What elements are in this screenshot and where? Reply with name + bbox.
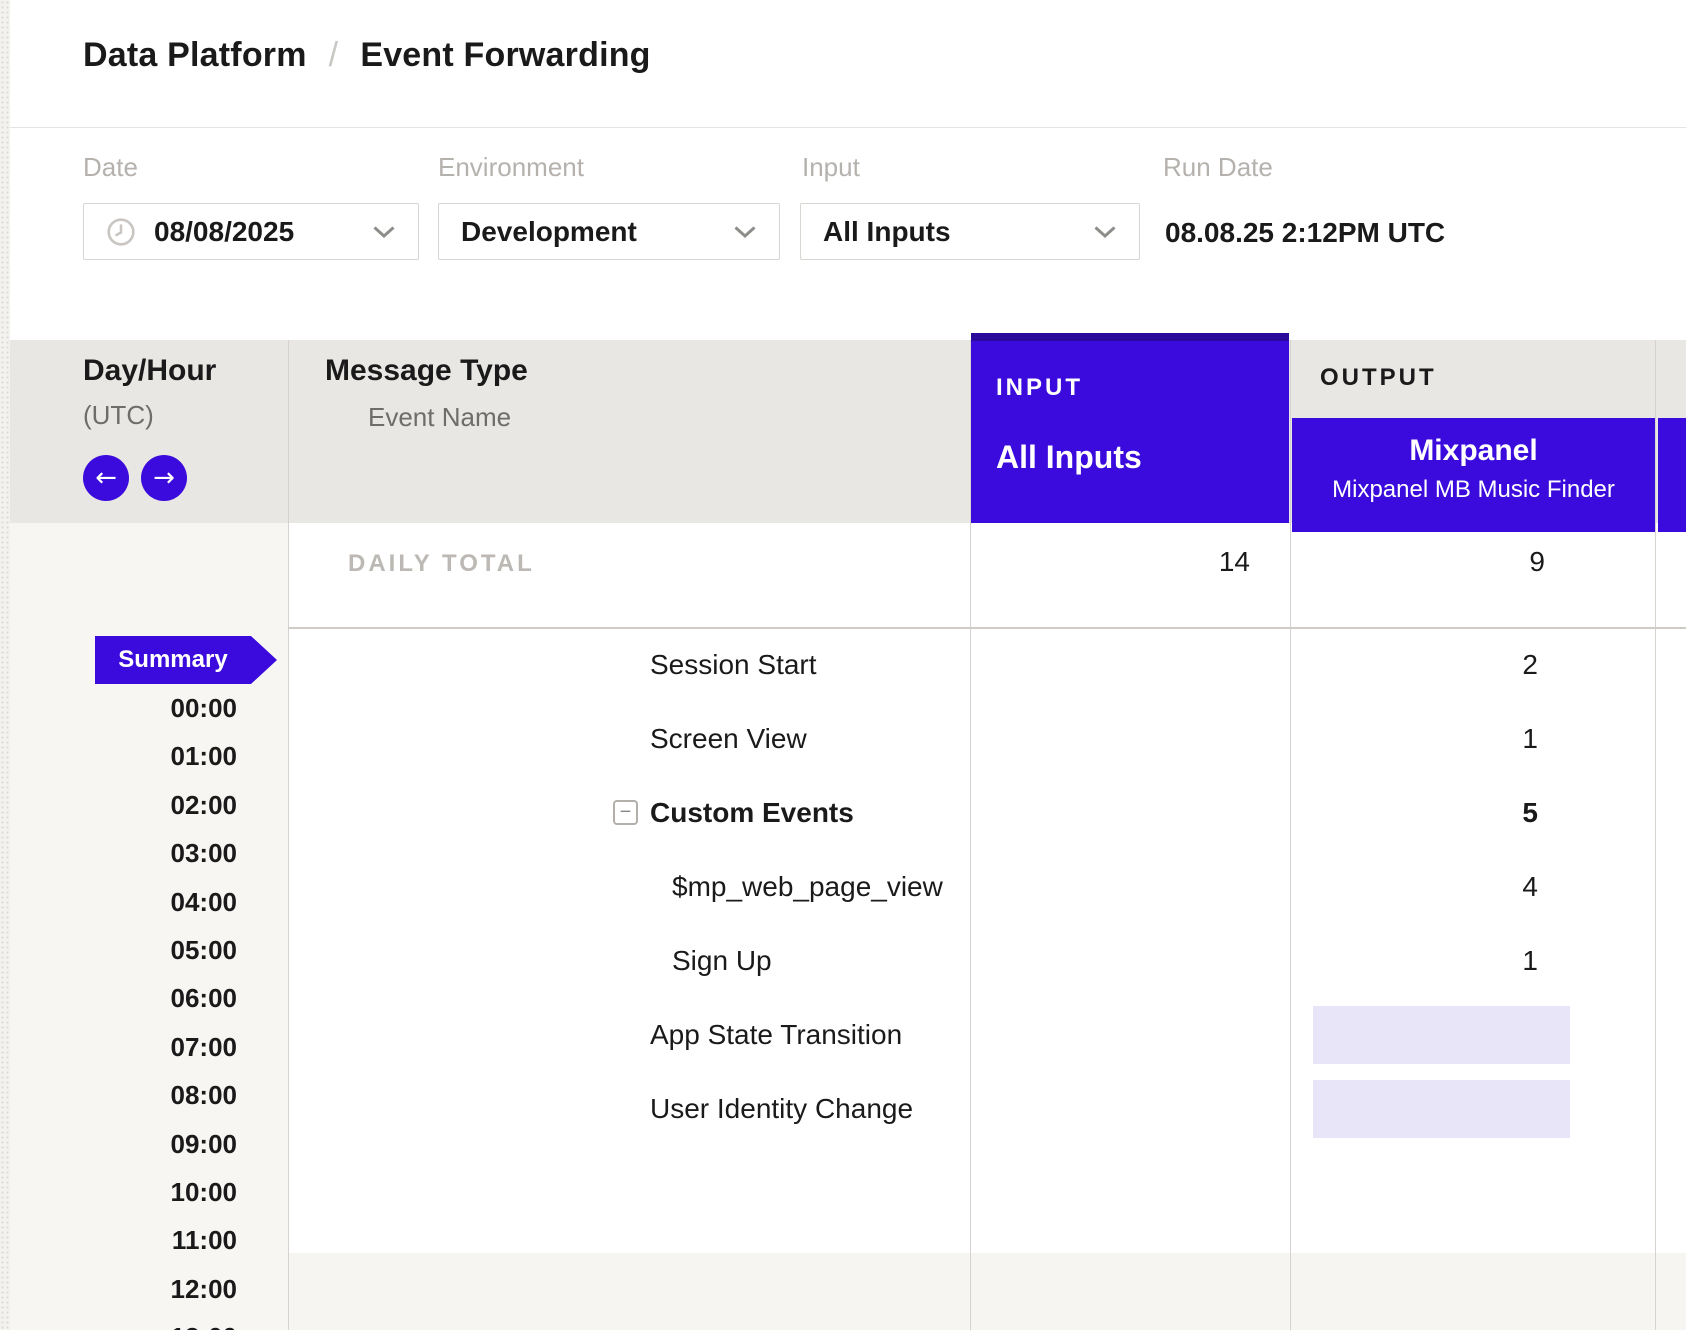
top-bar: Data Platform / Event Forwarding bbox=[10, 0, 1686, 128]
event-name: App State Transition bbox=[650, 1019, 903, 1050]
left-edge-pattern bbox=[0, 0, 10, 1330]
hour-row-02[interactable]: 02:00 bbox=[170, 789, 238, 820]
table-row: App State Transition 4 1 bbox=[288, 998, 1686, 1072]
hour-row-01[interactable]: 01:00 bbox=[170, 741, 238, 772]
hour-list: 00:00 01:00 02:00 03:00 04:00 05:00 06:0… bbox=[10, 684, 238, 1330]
table-row: Screen View 1 1 bbox=[288, 702, 1686, 776]
daily-total-output-value: 9 bbox=[1529, 546, 1545, 577]
input-count: 1 bbox=[1522, 945, 1538, 976]
next-output-column-sliver bbox=[1658, 418, 1686, 532]
breadcrumb: Data Platform / Event Forwarding bbox=[83, 36, 651, 75]
hour-row-04[interactable]: 04:00 bbox=[170, 886, 238, 917]
date-dropdown[interactable]: 08/08/2025 bbox=[83, 203, 419, 260]
event-name: User Identity Change bbox=[650, 1093, 914, 1124]
event-name-subtitle: Event Name bbox=[368, 402, 512, 432]
collapse-toggle-icon[interactable]: − bbox=[613, 800, 638, 825]
input-dropdown-value: All Inputs bbox=[823, 215, 951, 247]
hour-row-13[interactable]: 13:00 bbox=[10, 1313, 238, 1330]
output-discrepancy-highlight bbox=[1313, 1006, 1570, 1064]
input-column-name: All Inputs bbox=[996, 439, 1142, 475]
output-group-label: OUTPUT bbox=[1320, 364, 1437, 391]
input-count: 4 bbox=[1522, 871, 1538, 902]
output-count: 1 bbox=[1580, 702, 1686, 776]
previous-day-button[interactable]: ← bbox=[83, 455, 129, 501]
environment-dropdown-value: Development bbox=[461, 215, 637, 247]
run-date-value: 08.08.25 2:12PM UTC bbox=[1165, 217, 1446, 248]
breadcrumb-data-platform[interactable]: Data Platform bbox=[83, 36, 307, 74]
table-row: User Identity Change 2 0 bbox=[288, 1072, 1686, 1146]
environment-filter-label: Environment bbox=[438, 152, 584, 182]
chevron-down-icon bbox=[733, 225, 757, 239]
output-count: 2 bbox=[1580, 628, 1686, 702]
hour-row-08[interactable]: 08:00 bbox=[170, 1080, 238, 1111]
hour-row-03[interactable]: 03:00 bbox=[170, 838, 238, 869]
table-row: Sign Up 1 1 bbox=[288, 924, 1686, 998]
input-filter-label: Input bbox=[802, 152, 860, 182]
summary-label: Summary bbox=[95, 636, 251, 684]
event-name: Sign Up bbox=[672, 945, 772, 976]
hour-row-07[interactable]: 07:00 bbox=[170, 1031, 238, 1062]
hour-row-00[interactable]: 00:00 bbox=[170, 693, 238, 723]
event-name: Custom Events bbox=[650, 797, 854, 828]
grid-line-output-next bbox=[1655, 340, 1656, 1330]
input-column-header: INPUT All Inputs bbox=[971, 333, 1289, 523]
chevron-down-icon bbox=[1093, 225, 1117, 239]
run-date-label: Run Date bbox=[1163, 152, 1273, 182]
output-column-subtitle: Mixpanel MB Music Finder bbox=[1332, 476, 1615, 503]
next-day-button[interactable]: → bbox=[141, 455, 187, 501]
table-row: $mp_web_page_view 4 4 bbox=[288, 850, 1686, 924]
event-name: Session Start bbox=[650, 649, 817, 680]
grid-line-message-input bbox=[970, 340, 971, 1330]
output-count: 1 bbox=[1580, 924, 1686, 998]
daily-total-input-value: 14 bbox=[1218, 546, 1250, 577]
output-discrepancy-highlight bbox=[1313, 1080, 1570, 1138]
output-count: 0 bbox=[1580, 1072, 1686, 1146]
output-count: 4 bbox=[1580, 850, 1686, 924]
breadcrumb-separator: / bbox=[328, 36, 339, 74]
table-row-custom-events: − Custom Events 5 5 bbox=[288, 776, 1686, 850]
output-count: 5 bbox=[1580, 776, 1686, 850]
input-count: 5 bbox=[1522, 797, 1538, 828]
output-column-name: Mixpanel bbox=[1409, 434, 1538, 467]
clock-icon bbox=[106, 217, 136, 247]
hour-row-10[interactable]: 10:00 bbox=[170, 1176, 238, 1207]
chevron-down-icon bbox=[372, 225, 396, 239]
date-dropdown-value: 08/08/2025 bbox=[154, 215, 295, 247]
input-group-label: INPUT bbox=[996, 374, 1083, 401]
input-count: 1 bbox=[1522, 723, 1538, 754]
output-count: 1 bbox=[1580, 998, 1686, 1072]
input-count: 2 bbox=[1522, 649, 1538, 680]
daily-total-label: DAILY TOTAL bbox=[348, 550, 535, 577]
message-type-title: Message Type bbox=[325, 354, 528, 387]
table-body-footer-area bbox=[288, 1253, 1686, 1330]
input-dropdown[interactable]: All Inputs bbox=[800, 203, 1140, 260]
hour-row-11[interactable]: 11:00 bbox=[171, 1225, 237, 1256]
date-filter-label: Date bbox=[83, 152, 138, 182]
hour-row-06[interactable]: 06:00 bbox=[170, 983, 238, 1014]
grid-line-input-output bbox=[1290, 340, 1291, 1330]
table-row: Session Start 2 2 bbox=[288, 628, 1686, 702]
summary-badge-arrow bbox=[251, 636, 277, 684]
event-name: Screen View bbox=[650, 723, 807, 754]
daily-total-divider bbox=[288, 627, 1686, 629]
grid-line-sidebar bbox=[288, 340, 289, 1330]
day-hour-subtitle: (UTC) bbox=[83, 400, 154, 430]
hour-row-05[interactable]: 05:00 bbox=[170, 934, 238, 965]
hour-row-12[interactable]: 12:00 bbox=[170, 1273, 238, 1304]
hour-row-09[interactable]: 09:00 bbox=[170, 1128, 238, 1159]
day-hour-title: Day/Hour bbox=[83, 354, 217, 387]
breadcrumb-event-forwarding[interactable]: Event Forwarding bbox=[360, 36, 651, 74]
event-name: $mp_web_page_view bbox=[672, 871, 943, 902]
output-column-header-mixpanel: Mixpanel Mixpanel MB Music Finder bbox=[1292, 418, 1655, 532]
environment-dropdown[interactable]: Development bbox=[438, 203, 780, 260]
